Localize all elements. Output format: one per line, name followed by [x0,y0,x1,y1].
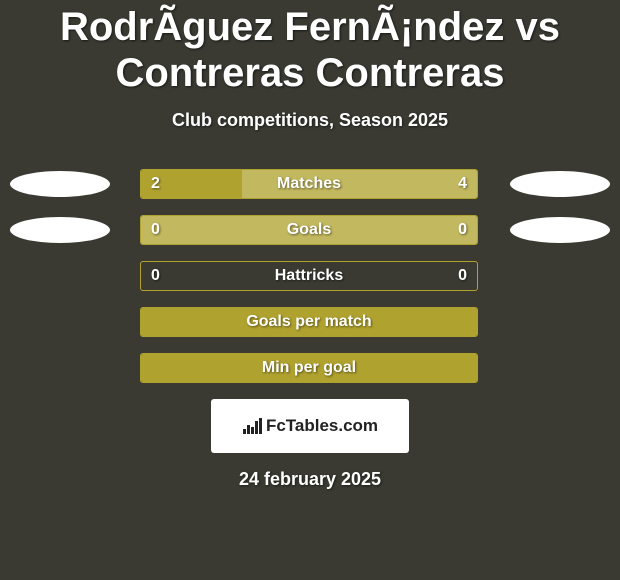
comparison-infographic: RodrÃ­guez FernÃ¡ndez vs Contreras Contr… [0,0,620,580]
stat-row: Goals per match [0,307,620,337]
barchart-icon [242,417,262,435]
player-left-oval [10,217,110,243]
stat-bar: 0 Goals 0 [140,215,478,245]
date-text: 24 february 2025 [0,469,620,490]
stat-value-right: 4 [458,170,467,198]
stat-row: Min per goal [0,353,620,383]
stat-value-right: 0 [458,216,467,244]
stat-label: Min per goal [141,354,477,382]
stat-label: Hattricks [141,262,477,290]
player-right-oval [510,217,610,243]
player-right-oval [510,171,610,197]
stat-value-right: 0 [458,262,467,290]
stat-label: Goals per match [141,308,477,336]
badge-inner: FcTables.com [242,416,378,436]
stat-bar: 0 Hattricks 0 [140,261,478,291]
stat-bar: 2 Matches 4 [140,169,478,199]
stat-bar: Min per goal [140,353,478,383]
player-left-oval [10,171,110,197]
page-subtitle: Club competitions, Season 2025 [0,110,620,131]
stat-label: Matches [141,170,477,198]
source-badge: FcTables.com [211,399,409,453]
stat-label: Goals [141,216,477,244]
stat-row: 0 Hattricks 0 [0,261,620,291]
stat-bar: Goals per match [140,307,478,337]
stats-rows: 2 Matches 4 0 Goals 0 0 Hattri [0,169,620,383]
badge-text: FcTables.com [266,416,378,436]
stat-row: 2 Matches 4 [0,169,620,199]
page-title: RodrÃ­guez FernÃ¡ndez vs Contreras Contr… [0,0,620,96]
stat-row: 0 Goals 0 [0,215,620,245]
